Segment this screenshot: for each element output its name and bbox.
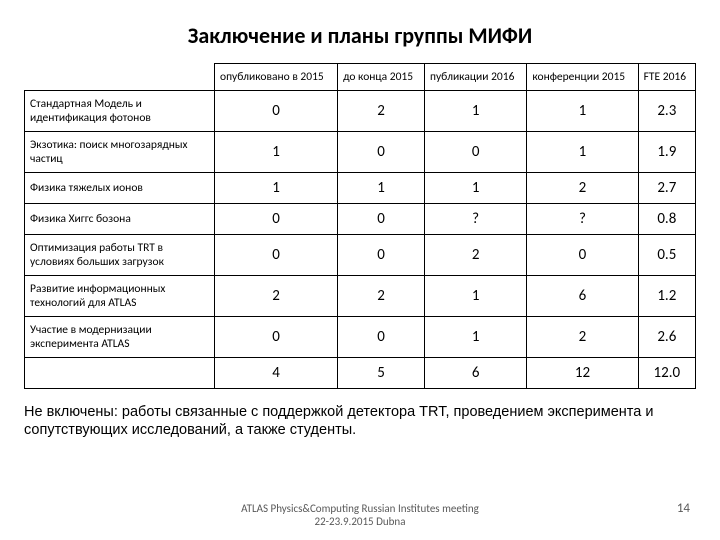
table-row-totals: 4 5 6 12 12.0 bbox=[25, 358, 696, 389]
row-label: Физика тяжелых ионов bbox=[25, 173, 215, 204]
cell: 0 bbox=[215, 204, 338, 235]
cell: 0 bbox=[424, 132, 526, 173]
cell: 0 bbox=[215, 317, 338, 358]
cell: 12.0 bbox=[638, 358, 695, 389]
cell: 0.8 bbox=[638, 204, 695, 235]
row-label: Участие в модернизации эксперимента ATLA… bbox=[25, 317, 215, 358]
cell: 0 bbox=[338, 317, 425, 358]
cell: 0 bbox=[338, 132, 425, 173]
cell: 2.7 bbox=[638, 173, 695, 204]
cell: 2.6 bbox=[638, 317, 695, 358]
summary-table: опубликовано в 2015 до конца 2015 публик… bbox=[24, 63, 696, 389]
slide-title: Заключение и планы группы МИФИ bbox=[24, 22, 696, 49]
cell: 0 bbox=[338, 235, 425, 276]
col-header: FTE 2016 bbox=[638, 64, 695, 91]
cell: 1.2 bbox=[638, 276, 695, 317]
note-text: Не включены: работы связанные с поддержк… bbox=[24, 403, 696, 439]
cell: 1 bbox=[527, 91, 638, 132]
col-header: до конца 2015 bbox=[338, 64, 425, 91]
footer-line2: 22-23.9.2015 Dubna bbox=[315, 515, 406, 528]
col-header: публикации 2016 bbox=[424, 64, 526, 91]
cell: 2 bbox=[424, 235, 526, 276]
cell: 2 bbox=[527, 173, 638, 204]
cell: 0 bbox=[215, 235, 338, 276]
cell: 2 bbox=[215, 276, 338, 317]
cell: 1 bbox=[424, 276, 526, 317]
cell: 12 bbox=[527, 358, 638, 389]
cell: 2 bbox=[338, 276, 425, 317]
cell: 1.9 bbox=[638, 132, 695, 173]
table-row: Стандартная Модель и идентификация фотон… bbox=[25, 91, 696, 132]
row-label: Физика Хиггс бозона bbox=[25, 204, 215, 235]
table-row: Развитие информационных технологий для A… bbox=[25, 276, 696, 317]
cell: 0 bbox=[527, 235, 638, 276]
cell: 2 bbox=[527, 317, 638, 358]
cell: ? bbox=[424, 204, 526, 235]
cell: 1 bbox=[338, 173, 425, 204]
row-label bbox=[25, 358, 215, 389]
cell: 6 bbox=[424, 358, 526, 389]
table-row: Оптимизация работы TRT в условиях больши… bbox=[25, 235, 696, 276]
row-label: Стандартная Модель и идентификация фотон… bbox=[25, 91, 215, 132]
table-row: Физика Хиггс бозона 0 0 ? ? 0.8 bbox=[25, 204, 696, 235]
table-row: Физика тяжелых ионов 1 1 1 2 2.7 bbox=[25, 173, 696, 204]
col-header: конференции 2015 bbox=[527, 64, 638, 91]
cell: 5 bbox=[338, 358, 425, 389]
row-label: Экзотика: поиск многозарядных частиц bbox=[25, 132, 215, 173]
cell: 0 bbox=[338, 204, 425, 235]
row-label: Развитие информационных технологий для A… bbox=[25, 276, 215, 317]
cell: ? bbox=[527, 204, 638, 235]
cell: 1 bbox=[527, 132, 638, 173]
cell: 0.5 bbox=[638, 235, 695, 276]
cell: 6 bbox=[527, 276, 638, 317]
cell: 0 bbox=[215, 91, 338, 132]
cell: 1 bbox=[215, 132, 338, 173]
cell: 1 bbox=[424, 317, 526, 358]
footer-line1: ATLAS Physics&Computing Russian Institut… bbox=[241, 502, 479, 515]
table-row: Экзотика: поиск многозарядных частиц 1 0… bbox=[25, 132, 696, 173]
table-row: Участие в модернизации эксперимента ATLA… bbox=[25, 317, 696, 358]
row-label: Оптимизация работы TRT в условиях больши… bbox=[25, 235, 215, 276]
cell: 4 bbox=[215, 358, 338, 389]
header-blank bbox=[25, 64, 215, 91]
page-number: 14 bbox=[677, 501, 690, 516]
col-header: опубликовано в 2015 bbox=[215, 64, 338, 91]
footer: ATLAS Physics&Computing Russian Institut… bbox=[0, 502, 720, 528]
cell: 1 bbox=[424, 173, 526, 204]
cell: 2.3 bbox=[638, 91, 695, 132]
cell: 2 bbox=[338, 91, 425, 132]
cell: 1 bbox=[424, 91, 526, 132]
cell: 1 bbox=[215, 173, 338, 204]
